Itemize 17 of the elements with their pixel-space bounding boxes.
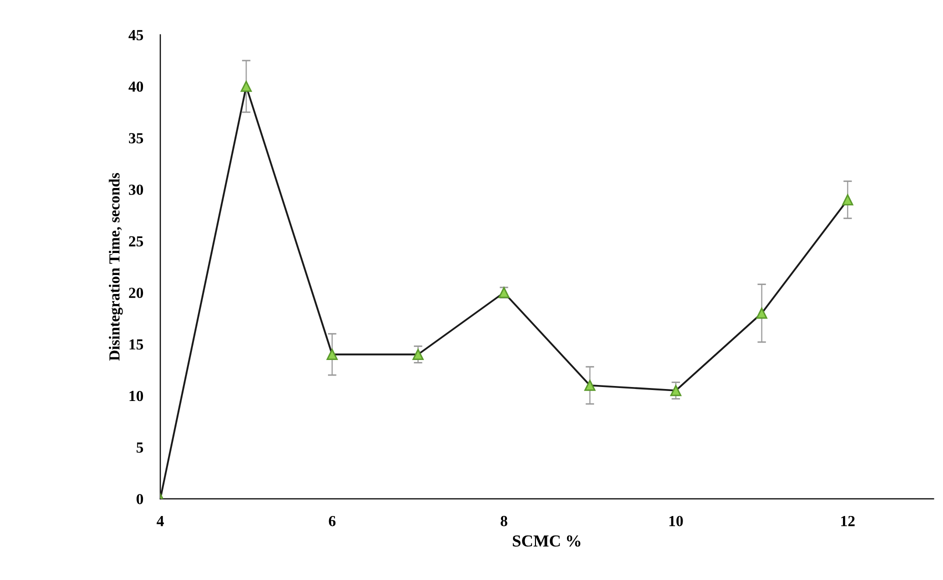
y-tick-label: 30 — [128, 184, 144, 195]
x-tick-label: 4 — [156, 516, 164, 526]
y-tick-label: 0 — [136, 494, 144, 504]
y-tick-label: 10 — [130, 390, 144, 402]
x-tick-label: 8 — [500, 516, 508, 526]
y-tick-label: 35 — [128, 133, 144, 144]
y-tick-label: 5 — [136, 442, 144, 453]
y-tick-label: 25 — [129, 236, 144, 246]
y-tick-label: 20 — [129, 288, 144, 298]
y-tick-label: 15 — [130, 339, 144, 350]
x-axis-title: SCMC % — [512, 535, 580, 547]
x-tick-label: 12 — [841, 516, 855, 526]
y-tick-label: 45 — [128, 30, 144, 40]
x-tick-label: 6 — [328, 516, 336, 526]
x-tick-label: 10 — [669, 516, 683, 526]
y-tick-label: 40 — [128, 81, 144, 92]
y-axis-title: Disintegration Time, seconds — [108, 173, 123, 361]
